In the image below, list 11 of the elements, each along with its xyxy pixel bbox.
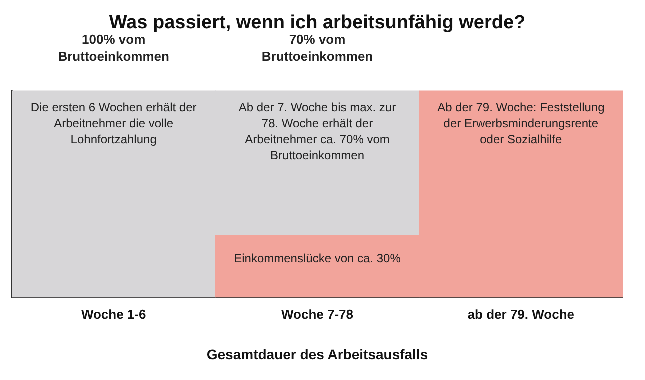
annotation: Die ersten 6 Wochen erhält der Arbeitnehmer die volle Lohnfortzahlung [30,100,197,146]
x-tick-label: ab der 79. Woche [468,306,575,322]
annotation: Ab der 7. Woche bis max. zur 78. Woche erhält der Arbeitnehmer ca. 70% vom Bruttoeinkommen [238,100,396,162]
x-tick-label: Woche 7-78 [281,306,354,322]
x-axis-title: Gesamtdauer des Arbeitsausfalls [206,346,428,362]
x-tick-label: Woche 1-6 [81,306,146,322]
annotation: Einkommenslücke von ca. 30% [234,251,402,266]
text: 70% vom Bruttoeinkommen [262,32,374,64]
text: 100% vom Bruttoeinkommen [58,32,170,64]
chart-title: Was passiert, wenn ich arbeitsunfähig werde? [109,12,526,34]
annotation: Ab der 79. Woche: Feststellung der Erwerbsminderungsrente oder Sozialhilfe [438,100,605,146]
